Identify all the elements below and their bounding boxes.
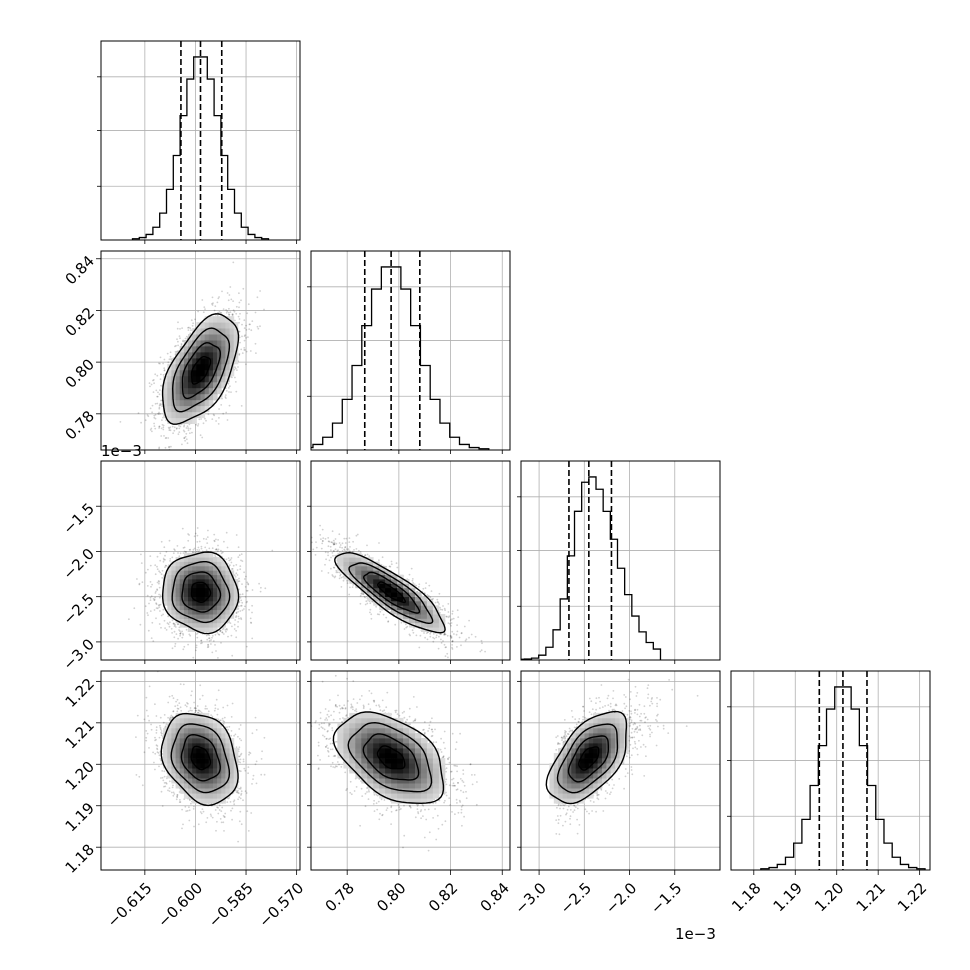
panel-frame <box>730 670 931 871</box>
density-panel-3-4 <box>521 671 720 870</box>
contour-line <box>190 355 212 385</box>
x-tick-label: 1.21 <box>853 879 889 915</box>
contour-line <box>578 746 600 771</box>
contour-line <box>545 710 628 805</box>
contour-line <box>376 581 407 604</box>
contour-line <box>190 581 212 603</box>
contour-line <box>334 551 446 634</box>
x-tick-label: 1.22 <box>894 879 930 915</box>
x-tick-label: 1.20 <box>811 879 847 915</box>
hist-panel-3 <box>517 460 721 661</box>
y-tick-label: 0.80 <box>62 355 98 391</box>
y-tick-label: 1.21 <box>62 716 98 752</box>
x-tick-label: −2.5 <box>557 879 595 917</box>
contour-line <box>362 733 420 781</box>
density-grid <box>549 712 629 804</box>
panel-frame <box>310 670 511 871</box>
y-tick-label: 1.19 <box>62 799 98 835</box>
panel-frame <box>310 250 511 451</box>
contour-line <box>190 745 212 771</box>
contour-line <box>162 551 240 635</box>
density-panel-1-2 <box>101 251 300 450</box>
contour-line <box>347 721 433 793</box>
density-panel-2-4 <box>311 671 510 870</box>
y-tick-label: 1.22 <box>62 675 98 711</box>
contour-line <box>180 733 221 782</box>
y-tick-label: 0.78 <box>62 407 98 443</box>
histogram-1 <box>131 56 270 240</box>
density-panel-2-3 <box>311 461 510 660</box>
x-offset-label: 1e−3 <box>675 925 716 943</box>
y-tick-label: −3.0 <box>60 635 98 673</box>
panel-frame <box>520 460 721 661</box>
x-tick-label: −0.600 <box>154 879 206 931</box>
hist-panel-1 <box>97 40 301 241</box>
contour-line <box>171 561 231 624</box>
panel-frame <box>310 460 511 661</box>
contour-line <box>171 327 231 413</box>
x-tick-label: 0.84 <box>477 879 513 915</box>
x-tick-label: −0.615 <box>104 879 156 931</box>
panel-frame <box>100 250 301 451</box>
x-tick-label: 1.19 <box>770 879 806 915</box>
x-tick-label: 0.80 <box>373 879 409 915</box>
panel-frame <box>100 40 301 241</box>
y-tick-label: 1.20 <box>62 758 98 794</box>
y-tick-label: 0.84 <box>62 252 98 288</box>
contour-line <box>181 571 222 613</box>
x-tick-label: 1.18 <box>728 879 764 915</box>
hist-panel-2 <box>307 250 511 451</box>
hist-panel-4 <box>727 670 931 871</box>
panel-frame <box>520 670 721 871</box>
contour-line <box>376 745 406 770</box>
contour-line <box>161 313 240 425</box>
x-tick-label: 0.78 <box>322 879 358 915</box>
contour-line <box>556 723 619 794</box>
contour-line <box>348 562 434 625</box>
x-tick-label: −0.585 <box>205 879 257 931</box>
panel-frame <box>100 670 301 871</box>
x-tick-label: −1.5 <box>647 879 685 917</box>
panel-frame <box>100 460 301 661</box>
density-panel-1-4 <box>101 671 300 870</box>
y-offset-label: 1e−3 <box>101 442 142 460</box>
histogram-4 <box>760 686 926 870</box>
contour-line <box>181 342 222 400</box>
x-tick-label: −0.570 <box>255 879 307 931</box>
y-tick-label: 0.82 <box>62 304 98 340</box>
contour-line <box>170 723 231 794</box>
contour-line <box>567 735 609 783</box>
y-tick-label: −2.5 <box>60 590 98 628</box>
contour-line <box>332 711 445 805</box>
histogram-2 <box>311 266 490 450</box>
contour-line <box>362 571 421 614</box>
density-panel-1-3 <box>101 461 300 660</box>
x-tick-label: 0.82 <box>425 879 461 915</box>
y-tick-label: −2.0 <box>60 545 98 583</box>
x-tick-label: −3.0 <box>511 879 549 917</box>
y-tick-label: 1.18 <box>62 840 98 876</box>
contour-line <box>160 712 239 807</box>
x-tick-label: −2.0 <box>602 879 640 917</box>
y-tick-label: −1.5 <box>60 500 98 538</box>
